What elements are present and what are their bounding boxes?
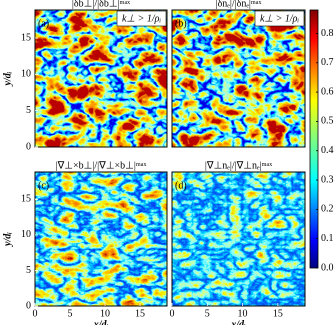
- y-tick-label: 10: [21, 69, 31, 80]
- y-tick-label: 15: [21, 194, 31, 205]
- x-tick-label: 5: [205, 308, 210, 319]
- x-tick-label: 15: [273, 308, 283, 319]
- panel-title: |∇⊥×b⊥|/|∇⊥×b⊥|ᵐᵃˣ: [56, 160, 147, 171]
- y-axis-label: y/dᵢ: [2, 71, 13, 86]
- colorbar-tick-label: 0.0: [321, 262, 334, 273]
- panel-title: |δnₑ|/|δnₑ|ᵐᵃˣ: [216, 0, 262, 9]
- y-tick-label: 10: [21, 229, 31, 240]
- panel-label: (a): [38, 18, 49, 29]
- y-tick-label: 5: [26, 265, 31, 276]
- x-tick-label: 0: [33, 308, 38, 319]
- x-axis-label: x/dᵢ: [230, 319, 246, 325]
- x-tick-label: 15: [135, 308, 145, 319]
- y-axis-label: y/dᵢ: [2, 232, 13, 247]
- plot-frame: [34, 171, 168, 307]
- colorbar-tick-label: 0.4: [321, 145, 334, 156]
- colorbar-tick-label: 0.1: [321, 233, 334, 244]
- colorbar-tick-label: 0.6: [321, 86, 334, 97]
- y-tick-label: 0: [26, 300, 31, 311]
- panel-label: (b): [175, 18, 187, 29]
- heatmap-image: [35, 10, 167, 147]
- heatmap-image: [172, 172, 305, 306]
- plot-frame: [34, 9, 168, 148]
- panel-title: |δb⊥|/|δb⊥|ᵐᵃˣ: [72, 0, 130, 9]
- panel-label: (d): [175, 180, 187, 191]
- y-tick-label: 5: [26, 105, 31, 116]
- annotation-box: [116, 10, 167, 27]
- annotation-box: [254, 10, 305, 27]
- colorbar-tick-label: 0.2: [321, 204, 334, 215]
- heatmap-image: [35, 172, 167, 306]
- x-tick-label: 5: [68, 308, 73, 319]
- colorbar: [309, 9, 319, 269]
- colorbar-tick-label: 0.7: [321, 57, 334, 68]
- x-tick-label: 10: [100, 308, 110, 319]
- annotation: k⊥ > 1/ρᵢ: [122, 13, 161, 24]
- plot-frame: [171, 171, 306, 307]
- heatmap-image: [172, 10, 305, 147]
- y-tick-label: 0: [26, 141, 31, 152]
- x-tick-label: 10: [238, 308, 248, 319]
- colorbar-tick-label: 0.8: [321, 28, 334, 39]
- x-axis-label: x/dᵢ: [93, 319, 109, 325]
- x-tick-label: 0: [170, 308, 175, 319]
- annotation: k⊥ > 1/ρᵢ: [260, 13, 299, 24]
- panel-label: (c): [38, 180, 49, 191]
- panel-title: |∇⊥nₑ|/|∇⊥nₑ|ᵐᵃˣ: [205, 160, 272, 171]
- y-tick-label: 15: [21, 32, 31, 43]
- colorbar-tick-label: 0.5: [321, 116, 334, 127]
- colorbar-tick-label: 0.3: [321, 174, 334, 185]
- plot-frame: [171, 9, 306, 148]
